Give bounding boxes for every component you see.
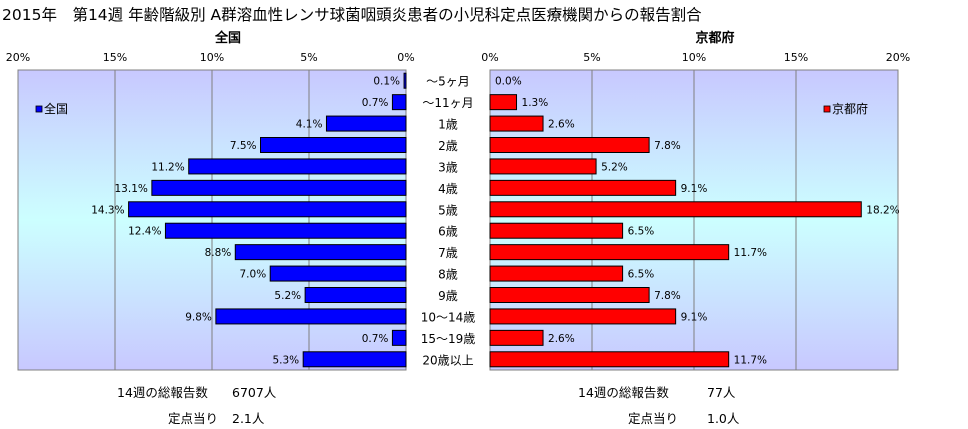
category-labels: ～5ヶ月 ～11ヶ月 1歳 2歳 3歳 4歳 5歳 6歳 7歳 8歳 9歳 10～14歳 15～19歳 2… <box>421 75 476 368</box>
kyoto-bar <box>489 287 650 303</box>
kyoto-data-label: 2.6% <box>548 119 575 131</box>
kyoto-panel-title: 京都府 <box>695 30 734 46</box>
national-tick-label: 5% <box>300 51 317 64</box>
national-tick-label: 0% <box>397 51 414 64</box>
kyoto-bar <box>489 137 650 153</box>
national-data-label: 0.1% <box>373 76 400 88</box>
national-data-label: 4.1% <box>296 119 323 131</box>
kyoto-tick-label: 20% <box>886 51 910 64</box>
kyoto-data-label: 7.8% <box>654 140 681 152</box>
category-label: 10～14歳 <box>421 310 476 324</box>
category-label: ～5ヶ月 <box>426 75 470 89</box>
national-tick-label: 15% <box>103 51 127 64</box>
national-bar <box>391 94 407 111</box>
national-bar <box>302 351 407 368</box>
kyoto-bar <box>489 158 597 175</box>
national-bar <box>391 329 407 346</box>
national-data-label: 12.4% <box>128 226 161 238</box>
national-bar <box>234 244 407 261</box>
kyoto-data-label: 1.3% <box>522 97 549 109</box>
kyoto-legend-swatch <box>823 105 831 113</box>
kyoto-tick-label: 0% <box>481 51 498 64</box>
national-bar <box>403 72 407 89</box>
kyoto-tick-label: 5% <box>583 51 600 64</box>
national-data-label: 9.8% <box>185 311 212 323</box>
national-total-label: 14週の総報告数 <box>117 385 208 400</box>
kyoto-data-label: 6.5% <box>628 269 655 281</box>
national-bar <box>151 179 407 196</box>
kyoto-data-label: 5.2% <box>601 161 628 173</box>
kyoto-bar <box>489 308 677 325</box>
kyoto-data-label: 11.7% <box>734 354 767 366</box>
kyoto-per-value: 1.0人 <box>707 411 740 426</box>
kyoto-data-label: 0.0% <box>495 76 522 88</box>
kyoto-tick-label: 15% <box>784 51 808 64</box>
category-label: 8歳 <box>438 268 458 282</box>
national-bar <box>188 158 407 175</box>
kyoto-bar <box>489 329 544 346</box>
kyoto-data-label: 18.2% <box>866 204 899 216</box>
kyoto-data-label: 11.7% <box>734 247 767 259</box>
kyoto-data-label: 7.8% <box>654 290 681 302</box>
national-bar <box>260 137 407 153</box>
national-per-value: 2.1人 <box>232 411 265 426</box>
kyoto-panel: 0% 5% 10% 15% 20% 京都府 0.0%1.3% 2.6% 7.8% 5.2% 9.1%… <box>481 30 910 371</box>
national-tick-label: 20% <box>6 51 30 64</box>
national-data-label: 0.7% <box>362 97 389 109</box>
kyoto-bar <box>489 244 730 261</box>
category-label: 7歳 <box>438 246 458 260</box>
kyoto-data-label: 9.1% <box>681 183 708 195</box>
national-data-label: 11.2% <box>151 161 184 173</box>
kyoto-data-label: 2.6% <box>548 333 575 345</box>
kyoto-total-label: 14週の総報告数 <box>578 385 669 400</box>
national-panel-title: 全国 <box>214 30 241 46</box>
category-label: 2歳 <box>438 139 458 153</box>
national-total-value: 6707人 <box>232 385 277 400</box>
category-label: 1歳 <box>438 118 458 132</box>
kyoto-bar <box>489 94 518 111</box>
national-bar <box>164 222 407 239</box>
kyoto-tick-label: 10% <box>682 51 706 64</box>
national-data-label: 13.1% <box>115 183 148 195</box>
national-panel: 0% 5% 10% 15% 20% 全国 0.1% 0.7% 4.1% 7.5% 11.2%13.1… <box>6 30 415 371</box>
category-label: 9歳 <box>438 289 458 303</box>
national-data-label: 7.5% <box>230 140 257 152</box>
kyoto-bar <box>489 222 624 239</box>
national-bar <box>128 201 407 218</box>
national-bar <box>215 308 407 325</box>
kyoto-bar <box>489 115 544 132</box>
category-label: 4歳 <box>438 182 458 196</box>
category-label: 3歳 <box>438 160 458 174</box>
national-bar <box>269 265 407 282</box>
national-data-label: 5.2% <box>274 290 301 302</box>
national-data-label: 5.3% <box>272 354 299 366</box>
kyoto-bar <box>489 179 677 196</box>
national-data-label: 7.0% <box>240 269 267 281</box>
national-bar <box>325 115 407 132</box>
national-tick-label: 10% <box>200 51 224 64</box>
national-legend-swatch <box>35 105 43 113</box>
category-label: 20歳以上 <box>422 353 473 367</box>
national-bar <box>304 287 407 303</box>
category-label: ～11ヶ月 <box>422 96 473 110</box>
national-data-label: 0.7% <box>362 333 389 345</box>
national-per-label: 定点当り <box>168 411 219 426</box>
category-label: 15～19歳 <box>421 332 476 346</box>
kyoto-per-label: 定点当り <box>628 411 679 426</box>
chart-title: 2015年 第14週 年齢階級別 A群溶血性レンサ球菌咽頭炎患者の小児科定点医療… <box>2 6 702 24</box>
kyoto-bar <box>489 351 730 368</box>
category-label: 6歳 <box>438 225 458 239</box>
kyoto-bar <box>489 201 862 218</box>
category-label: 5歳 <box>438 203 458 217</box>
kyoto-bar <box>489 265 624 282</box>
kyoto-legend-label: 京都府 <box>832 101 868 116</box>
national-data-label: 14.3% <box>91 204 124 216</box>
kyoto-data-label: 9.1% <box>681 311 708 323</box>
kyoto-total-value: 77人 <box>707 385 736 400</box>
national-legend-label: 全国 <box>44 101 68 116</box>
kyoto-data-label: 6.5% <box>628 226 655 238</box>
national-data-label: 8.8% <box>205 247 232 259</box>
